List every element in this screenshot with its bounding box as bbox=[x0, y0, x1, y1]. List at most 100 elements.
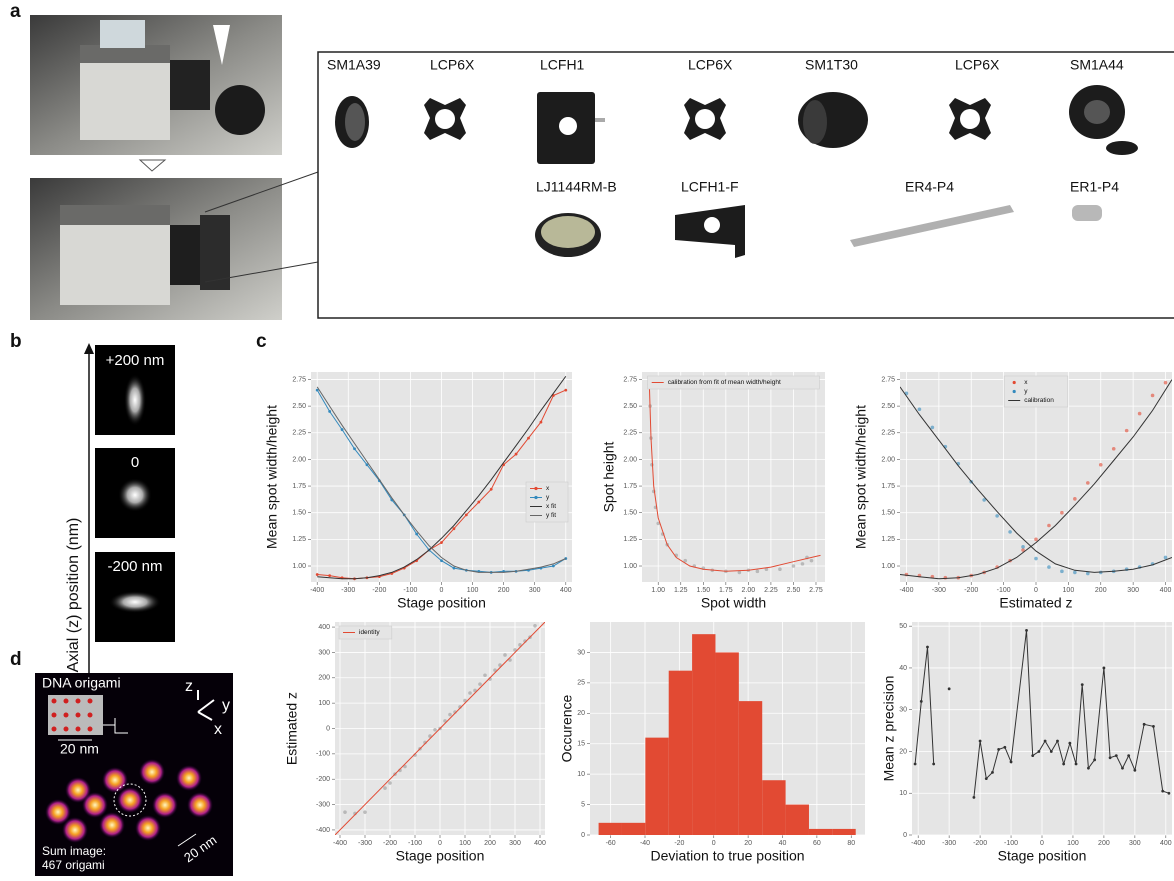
point bbox=[1161, 790, 1164, 793]
bar bbox=[739, 701, 762, 835]
point bbox=[778, 567, 782, 571]
x-tick-label: -200 bbox=[964, 587, 978, 594]
bar bbox=[599, 823, 622, 835]
scale-label: 20 nm bbox=[60, 741, 99, 757]
bar bbox=[809, 829, 832, 835]
x-tick-label: 1.25 bbox=[674, 587, 688, 594]
y-tick-label: 30 bbox=[577, 649, 585, 656]
y-tick-label: 25 bbox=[577, 680, 585, 687]
part-label: ER4-P4 bbox=[905, 179, 954, 195]
point bbox=[1127, 754, 1130, 757]
point bbox=[468, 691, 472, 695]
point bbox=[440, 541, 443, 544]
chart: -400-300-200-100010020030040001020304050… bbox=[881, 622, 1172, 864]
point bbox=[1087, 767, 1090, 770]
panel-label: c bbox=[256, 331, 267, 352]
point bbox=[1060, 511, 1064, 515]
x-tick-label: 300 bbox=[1127, 587, 1139, 594]
photo-bottom bbox=[30, 178, 282, 320]
x-axis-label: Stage position bbox=[397, 595, 486, 611]
y-tick-label: 5 bbox=[581, 801, 585, 808]
point bbox=[477, 501, 480, 504]
point bbox=[810, 559, 814, 563]
point bbox=[926, 646, 929, 649]
point bbox=[1109, 756, 1112, 759]
x-tick-label: 20 bbox=[744, 840, 752, 847]
point bbox=[527, 437, 530, 440]
part-label: LCFH1-F bbox=[681, 179, 739, 195]
x-axis-label: Stage position bbox=[396, 848, 485, 864]
point bbox=[1125, 429, 1129, 433]
psf-images bbox=[95, 345, 175, 642]
part-label: SM1T30 bbox=[805, 57, 858, 73]
y-tick-label: 1.75 bbox=[881, 483, 895, 490]
y-tick-label: 2.25 bbox=[292, 430, 306, 437]
bar bbox=[645, 738, 668, 835]
point bbox=[1138, 412, 1142, 416]
x-tick-label: 1.00 bbox=[651, 587, 665, 594]
x-axis-label: Deviation to true position bbox=[650, 848, 804, 864]
point bbox=[453, 527, 456, 530]
part-label: LCP6X bbox=[430, 57, 475, 73]
point bbox=[465, 513, 468, 516]
y-tick-label: 1.75 bbox=[292, 483, 306, 490]
x-tick-label: -200 bbox=[383, 840, 397, 847]
legend-label: x fit bbox=[546, 503, 556, 510]
point bbox=[341, 428, 344, 431]
part-images bbox=[335, 85, 1138, 258]
point bbox=[756, 570, 760, 574]
x-tick-label: 100 bbox=[1063, 587, 1075, 594]
point bbox=[1034, 557, 1038, 561]
x-tick-label: -200 bbox=[372, 587, 386, 594]
x-tick-label: 1.75 bbox=[719, 587, 733, 594]
x-tick-label: 200 bbox=[1095, 587, 1107, 594]
point bbox=[1068, 742, 1071, 745]
y-tick-label: 10 bbox=[899, 790, 907, 797]
x-tick-label: 400 bbox=[1160, 587, 1172, 594]
x-tick-label: -300 bbox=[341, 587, 355, 594]
y-axis-label: Mean z precision bbox=[881, 676, 897, 782]
point bbox=[415, 533, 418, 536]
x-tick-label: 400 bbox=[1160, 840, 1172, 847]
point bbox=[483, 673, 487, 677]
part-label: SM1A44 bbox=[1070, 57, 1124, 73]
axis-name: x bbox=[214, 721, 222, 738]
bar bbox=[762, 780, 785, 835]
chart: -400-300-200-10001002003004001.001.251.5… bbox=[264, 372, 572, 611]
x-tick-label: 1.50 bbox=[696, 587, 710, 594]
y-tick-label: 2.00 bbox=[623, 456, 637, 463]
point bbox=[1164, 381, 1168, 385]
legend-swatch bbox=[534, 487, 537, 490]
panel-label: b bbox=[10, 331, 22, 352]
x-tick-label: 2.25 bbox=[764, 587, 778, 594]
x-tick-label: 0 bbox=[440, 587, 444, 594]
point bbox=[478, 682, 482, 686]
point bbox=[650, 463, 654, 467]
x-tick-label: -400 bbox=[911, 840, 925, 847]
point bbox=[997, 748, 1000, 751]
point bbox=[503, 653, 507, 657]
point bbox=[1008, 530, 1012, 534]
y-tick-label: 2.75 bbox=[623, 376, 637, 383]
x-tick-label: 2.00 bbox=[742, 587, 756, 594]
point bbox=[1121, 767, 1124, 770]
point bbox=[564, 389, 567, 392]
point bbox=[540, 421, 543, 424]
x-tick-label: 60 bbox=[813, 840, 821, 847]
point bbox=[920, 700, 923, 703]
y-tick-label: 1.50 bbox=[623, 510, 637, 517]
point bbox=[1034, 538, 1038, 542]
y-tick-label: 1.00 bbox=[292, 563, 306, 570]
y-tick-label: 1.75 bbox=[623, 483, 637, 490]
x-tick-label: 2.75 bbox=[809, 587, 823, 594]
x-tick-label: -100 bbox=[408, 840, 422, 847]
point bbox=[1047, 565, 1051, 569]
point bbox=[1003, 746, 1006, 749]
part-label: ER1-P4 bbox=[1070, 179, 1119, 195]
panel-label: a bbox=[10, 1, 21, 22]
y-tick-label: 1.25 bbox=[881, 536, 895, 543]
x-axis-label: Spot width bbox=[701, 595, 766, 611]
point bbox=[1143, 723, 1146, 726]
y-tick-label: 30 bbox=[899, 707, 907, 714]
y-tick-label: -200 bbox=[316, 776, 330, 783]
